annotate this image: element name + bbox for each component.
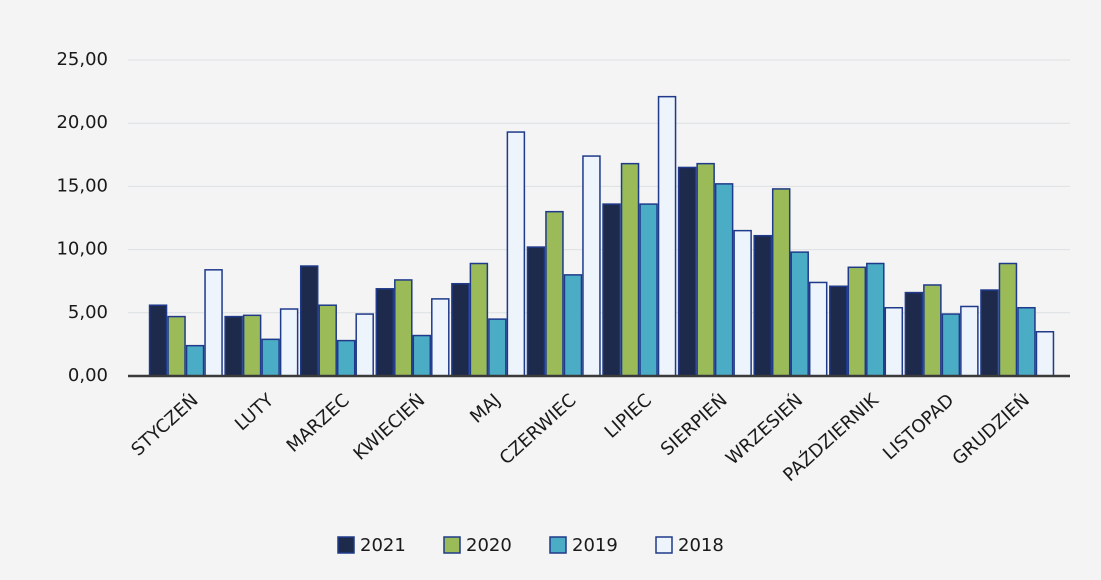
bar <box>469 262 489 377</box>
bar <box>394 279 413 377</box>
legend-swatch <box>337 536 355 554</box>
bar <box>318 304 337 377</box>
bar <box>904 291 924 377</box>
bar <box>375 288 395 377</box>
bar <box>677 166 697 377</box>
bar <box>602 203 621 377</box>
bar <box>506 131 526 377</box>
bar <box>1017 306 1036 377</box>
y-tick-label: 10,00 <box>56 239 108 260</box>
bar <box>998 262 1018 377</box>
bar <box>790 251 809 377</box>
bar <box>866 262 885 377</box>
bar <box>279 308 299 377</box>
bar <box>242 314 262 377</box>
bar <box>620 162 640 377</box>
bar <box>808 281 828 377</box>
bar <box>563 274 583 377</box>
bar <box>733 229 752 377</box>
bar <box>941 313 961 377</box>
y-tick-label: 0,00 <box>68 365 108 386</box>
legend-swatch <box>443 536 461 554</box>
bar <box>167 315 186 377</box>
legend-label: 2020 <box>466 535 512 556</box>
bar <box>960 305 979 377</box>
legend-swatch <box>655 536 673 554</box>
bar <box>299 265 319 377</box>
bar <box>355 313 374 377</box>
bar <box>829 285 848 377</box>
legend-swatch <box>549 536 567 554</box>
bar <box>771 188 791 377</box>
y-tick-label: 20,00 <box>56 112 108 133</box>
y-tick-label: 25,00 <box>56 49 108 70</box>
y-tick-label: 5,00 <box>68 302 108 323</box>
bar <box>412 334 432 377</box>
y-tick-label: 15,00 <box>56 175 108 196</box>
bar <box>204 269 223 377</box>
bar <box>696 162 715 377</box>
bar <box>545 210 564 377</box>
bar <box>224 315 243 377</box>
bar <box>431 298 450 377</box>
bar <box>148 304 168 377</box>
bar <box>980 289 999 377</box>
bar <box>336 339 356 377</box>
bar <box>714 183 734 377</box>
bar <box>884 306 904 377</box>
bar <box>657 95 677 377</box>
bar <box>753 234 772 377</box>
legend-label: 2019 <box>572 535 618 556</box>
bar <box>185 344 205 377</box>
bar <box>639 203 658 377</box>
bar <box>847 266 867 377</box>
bar <box>582 155 601 377</box>
bar <box>526 246 546 377</box>
bar <box>451 282 470 377</box>
bar <box>923 284 942 377</box>
bar <box>488 318 507 377</box>
bar <box>1035 331 1055 377</box>
bar <box>261 338 280 377</box>
legend-label: 2021 <box>360 535 406 556</box>
legend-label: 2018 <box>678 535 724 556</box>
